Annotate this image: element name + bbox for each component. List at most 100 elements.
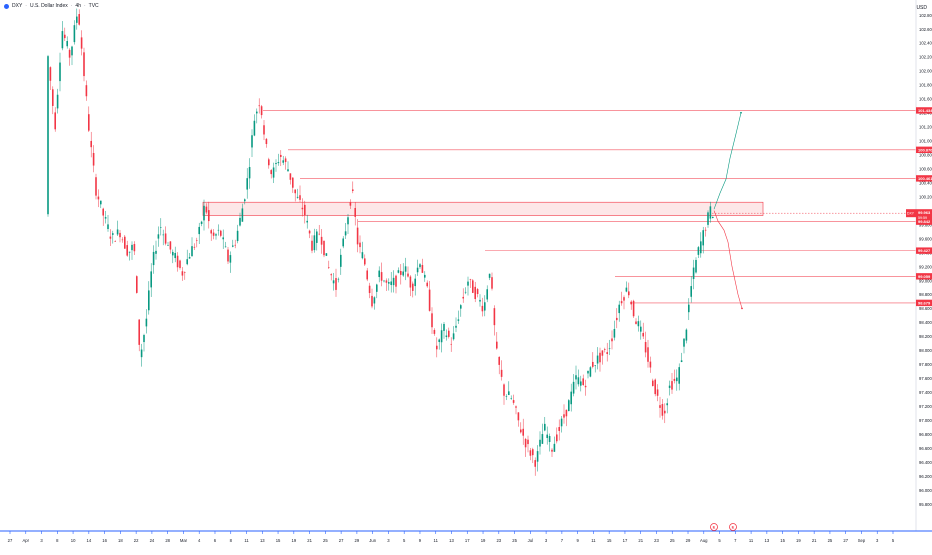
candle-body xyxy=(671,381,673,390)
time-tick-label: Sep xyxy=(858,538,866,543)
price-tick-label: 99.000 xyxy=(919,278,932,283)
candle-body xyxy=(512,400,515,403)
candle-body xyxy=(683,338,685,347)
candle-body xyxy=(438,339,440,342)
currency-label: USD xyxy=(916,5,927,11)
candle-body xyxy=(174,252,176,259)
bullish-projection-path xyxy=(713,112,742,210)
candle-body xyxy=(373,297,376,304)
candle-body xyxy=(162,234,164,236)
candle-body xyxy=(661,404,664,416)
candle-body xyxy=(260,106,263,116)
candle-body xyxy=(296,196,299,198)
candle-body xyxy=(200,221,203,224)
time-tick-label: 7 xyxy=(734,538,737,543)
price-tick-label: 100.600 xyxy=(919,166,932,171)
candle-body xyxy=(666,403,668,406)
time-tick-label: 9 xyxy=(419,538,422,543)
candle-body xyxy=(402,271,404,276)
candle-body xyxy=(580,381,582,386)
level-price-label: 99.427 xyxy=(918,248,931,253)
candle-body xyxy=(241,208,244,222)
candle-body xyxy=(618,304,620,314)
candle-body xyxy=(148,290,150,311)
candle-body xyxy=(102,208,104,216)
candle-body xyxy=(409,276,412,288)
projection-paths xyxy=(713,111,743,310)
candle-body xyxy=(97,196,100,200)
candle-body xyxy=(472,280,474,293)
candle-body xyxy=(164,233,167,244)
symbol-interval: 4h xyxy=(75,3,81,9)
candle-body xyxy=(104,217,107,219)
candle-body xyxy=(445,335,448,338)
candle-body xyxy=(155,250,157,254)
candle-body xyxy=(709,206,712,219)
candle-body xyxy=(380,272,383,281)
candle-body xyxy=(568,400,570,412)
candle-body xyxy=(172,251,174,256)
candle-body xyxy=(251,135,253,148)
candle-body xyxy=(280,154,282,157)
candle-body xyxy=(356,227,359,245)
candle-body xyxy=(620,301,623,304)
price-tick-label: 98.200 xyxy=(919,334,932,339)
candle-body xyxy=(455,325,457,328)
candle-body xyxy=(383,280,385,282)
candle-body xyxy=(688,304,690,313)
candle-body xyxy=(366,270,368,280)
candle-body xyxy=(270,170,272,175)
candle-body xyxy=(637,321,640,327)
candle-body xyxy=(426,282,428,287)
time-tick-label: 4 xyxy=(198,538,201,543)
candle-body xyxy=(128,251,131,253)
candle-body xyxy=(450,343,452,345)
candle-body xyxy=(457,319,460,321)
time-tick-label: 13 xyxy=(260,538,265,543)
price-tick-label: 100.200 xyxy=(919,194,932,199)
candle-body xyxy=(390,281,392,285)
candle-body xyxy=(616,317,618,321)
time-tick-label: 24 xyxy=(150,538,155,543)
candle-body xyxy=(337,278,340,280)
symbol-description: U.S. Dollar Index xyxy=(29,3,68,9)
time-tick-label: 5 xyxy=(718,538,721,543)
candle-body xyxy=(668,385,671,388)
candle-body xyxy=(551,449,553,452)
candle-body xyxy=(275,163,277,165)
candle-body xyxy=(289,173,292,180)
candle-body xyxy=(138,319,140,345)
candle-body xyxy=(544,423,546,431)
level-price-label-bg xyxy=(916,146,932,154)
candle-body xyxy=(508,391,510,396)
candle-body xyxy=(73,25,76,43)
candle-body xyxy=(416,267,419,273)
bearish-projection-path-end xyxy=(741,307,743,310)
candle-body xyxy=(47,56,49,215)
symbol-header[interactable]: DXY · U.S. Dollar Index · 4h · TVC xyxy=(4,3,99,9)
price-tick-label: 101.600 xyxy=(919,97,932,102)
price-tick-label: 98.600 xyxy=(919,306,932,311)
candle-body xyxy=(184,272,186,273)
candle-body xyxy=(299,195,301,200)
candle-body xyxy=(196,240,198,241)
candle-body xyxy=(611,338,613,342)
candle-body xyxy=(66,41,68,47)
time-tick-label: Jul xyxy=(528,538,533,543)
candle-body xyxy=(577,377,580,385)
price-tick-label: 98.400 xyxy=(919,320,932,325)
candle-body xyxy=(707,212,709,225)
time-axis: 27 Apr 3 8 10 14 16 18 22 24 28 Mar 4 6 8 11 13 15 19 21 25 2… xyxy=(8,531,895,543)
candle-body xyxy=(647,347,649,362)
candle-body xyxy=(678,367,680,384)
level-price-label: 99.842 xyxy=(918,219,931,224)
candle-body xyxy=(428,289,431,311)
candle-body xyxy=(52,89,54,106)
candle-body xyxy=(272,167,275,178)
candle-body xyxy=(407,273,409,277)
candle-body xyxy=(258,105,260,107)
candle-body xyxy=(157,234,160,239)
candle-body xyxy=(635,321,637,324)
